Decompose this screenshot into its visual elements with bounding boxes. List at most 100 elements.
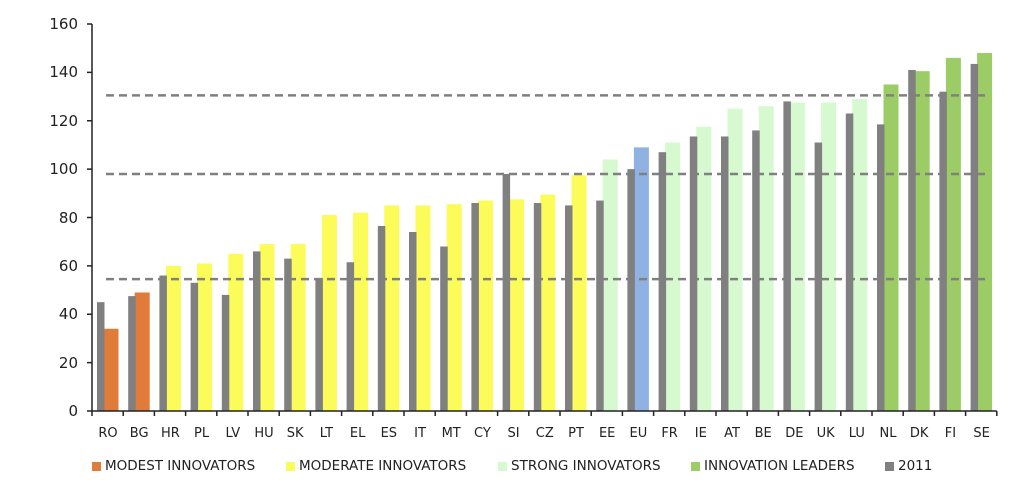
x-tick-label: FR bbox=[661, 426, 678, 441]
bar-es bbox=[384, 205, 400, 411]
y-tick-label: 40 bbox=[58, 305, 78, 324]
bar-mt bbox=[446, 204, 462, 411]
bar-2011-be bbox=[752, 130, 760, 412]
x-tick-label: PL bbox=[194, 426, 210, 441]
legend-swatch-strong bbox=[498, 461, 507, 471]
bar-pt bbox=[571, 175, 587, 411]
x-tick-label: IT bbox=[414, 426, 426, 441]
x-tick-label: LV bbox=[225, 426, 241, 441]
legend-swatch-leaders bbox=[691, 461, 700, 471]
y-tick-label: 60 bbox=[58, 256, 78, 275]
x-tick-label: RO bbox=[98, 426, 118, 441]
y-tick-label: 80 bbox=[58, 208, 78, 227]
bar-de bbox=[789, 102, 805, 411]
legend-item-modest: MODEST INNOVATORS bbox=[92, 458, 255, 474]
x-tick-label: SK bbox=[286, 426, 304, 441]
bar-2011-sk bbox=[284, 258, 292, 411]
x-tick-label: SI bbox=[507, 426, 520, 441]
legend-item-2011: 2011 bbox=[885, 458, 932, 474]
x-tick-label: HU bbox=[254, 426, 274, 441]
legend-item-strong: STRONG INNOVATORS bbox=[498, 458, 661, 474]
legend-swatch-modest bbox=[92, 461, 101, 471]
bar-2011-dk bbox=[908, 69, 916, 412]
bar-fr bbox=[665, 142, 681, 412]
x-tick-label: NL bbox=[879, 426, 897, 441]
legend-label-strong: STRONG INNOVATORS bbox=[511, 458, 661, 474]
bar-2011-es bbox=[377, 225, 386, 411]
bar-2011-lt bbox=[315, 277, 323, 411]
y-tick-label: 0 bbox=[68, 402, 78, 420]
y-tick-label: 160 bbox=[49, 15, 78, 33]
x-tick-label: BE bbox=[754, 426, 772, 441]
x-tick-label: EU bbox=[629, 426, 648, 441]
bar-el bbox=[353, 212, 369, 411]
bar-2011-fr bbox=[658, 152, 667, 411]
legend-swatch-2011 bbox=[885, 461, 894, 471]
bar-2011-cz bbox=[533, 202, 542, 411]
bar-lv bbox=[228, 253, 244, 411]
bar-2011-pl bbox=[190, 282, 199, 411]
x-tick-label: EL bbox=[349, 426, 366, 441]
x-tick-label: IE bbox=[694, 426, 707, 441]
legend-label-2011: 2011 bbox=[898, 458, 933, 474]
bar-2011-ie bbox=[689, 136, 698, 412]
x-tick-label: EE bbox=[598, 426, 616, 441]
bar-pl bbox=[197, 263, 213, 411]
bar-dk bbox=[914, 71, 930, 412]
x-tick-label: BG bbox=[129, 426, 149, 441]
bar-2011-se bbox=[970, 63, 979, 412]
legend-item-leaders: INNOVATION LEADERS bbox=[691, 458, 855, 474]
bar-2011-nl bbox=[877, 124, 885, 412]
bar-hr bbox=[165, 265, 181, 411]
x-tick-label: DK bbox=[909, 426, 929, 441]
y-tick-label: 120 bbox=[49, 111, 78, 130]
bar-se bbox=[977, 53, 993, 412]
bar-nl bbox=[883, 84, 899, 411]
bar-2011-it bbox=[409, 232, 417, 411]
bar-ro bbox=[103, 328, 119, 411]
bar-lt bbox=[321, 215, 337, 411]
bar-uk bbox=[821, 102, 837, 411]
bar-2011-ro bbox=[97, 302, 105, 411]
bar-2011-mt bbox=[440, 246, 448, 411]
bar-bg bbox=[134, 292, 150, 411]
x-tick-label: HR bbox=[160, 426, 180, 441]
bar-ie bbox=[696, 126, 712, 411]
legend-swatch-moderate bbox=[286, 461, 295, 471]
x-tick-label: SE bbox=[973, 426, 990, 441]
x-tick-label: LT bbox=[319, 426, 334, 441]
bar-fi bbox=[945, 57, 961, 412]
bar-lu bbox=[852, 98, 868, 411]
bar-2011-de bbox=[783, 101, 791, 412]
y-tick-label: 140 bbox=[49, 63, 78, 82]
bar-at bbox=[727, 108, 743, 411]
x-tick-label: PT bbox=[568, 426, 584, 441]
x-tick-label: AT bbox=[724, 426, 740, 441]
x-tick-label: DE bbox=[785, 426, 804, 441]
legend-label-modest: MODEST INNOVATORS bbox=[105, 458, 256, 474]
bar-si bbox=[509, 199, 525, 411]
x-tick-label: UK bbox=[816, 426, 835, 441]
bar-2011-at bbox=[721, 136, 729, 412]
bar-ee bbox=[602, 159, 618, 411]
bar-sk bbox=[290, 244, 306, 411]
x-tick-label: LU bbox=[848, 426, 865, 441]
bar-cz bbox=[540, 194, 556, 411]
bar-2011-uk bbox=[814, 142, 823, 412]
legend-label-leaders: INNOVATION LEADERS bbox=[704, 458, 855, 474]
x-tick-label: CZ bbox=[535, 426, 554, 441]
x-tick-label: ES bbox=[380, 426, 398, 441]
bar-2011-hu bbox=[253, 251, 261, 411]
bar-cy bbox=[477, 200, 493, 411]
bar-2011-lv bbox=[221, 294, 230, 411]
x-tick-label: MT bbox=[441, 426, 461, 441]
bar-be bbox=[758, 106, 774, 412]
y-tick-label: 100 bbox=[49, 160, 78, 179]
bar-2011-bg bbox=[128, 296, 136, 411]
bar-2011-hr bbox=[159, 275, 167, 411]
y-tick-label: 20 bbox=[58, 353, 78, 372]
x-tick-label: CY bbox=[473, 426, 491, 441]
legend-item-moderate: MODERATE INNOVATORS bbox=[286, 458, 466, 474]
